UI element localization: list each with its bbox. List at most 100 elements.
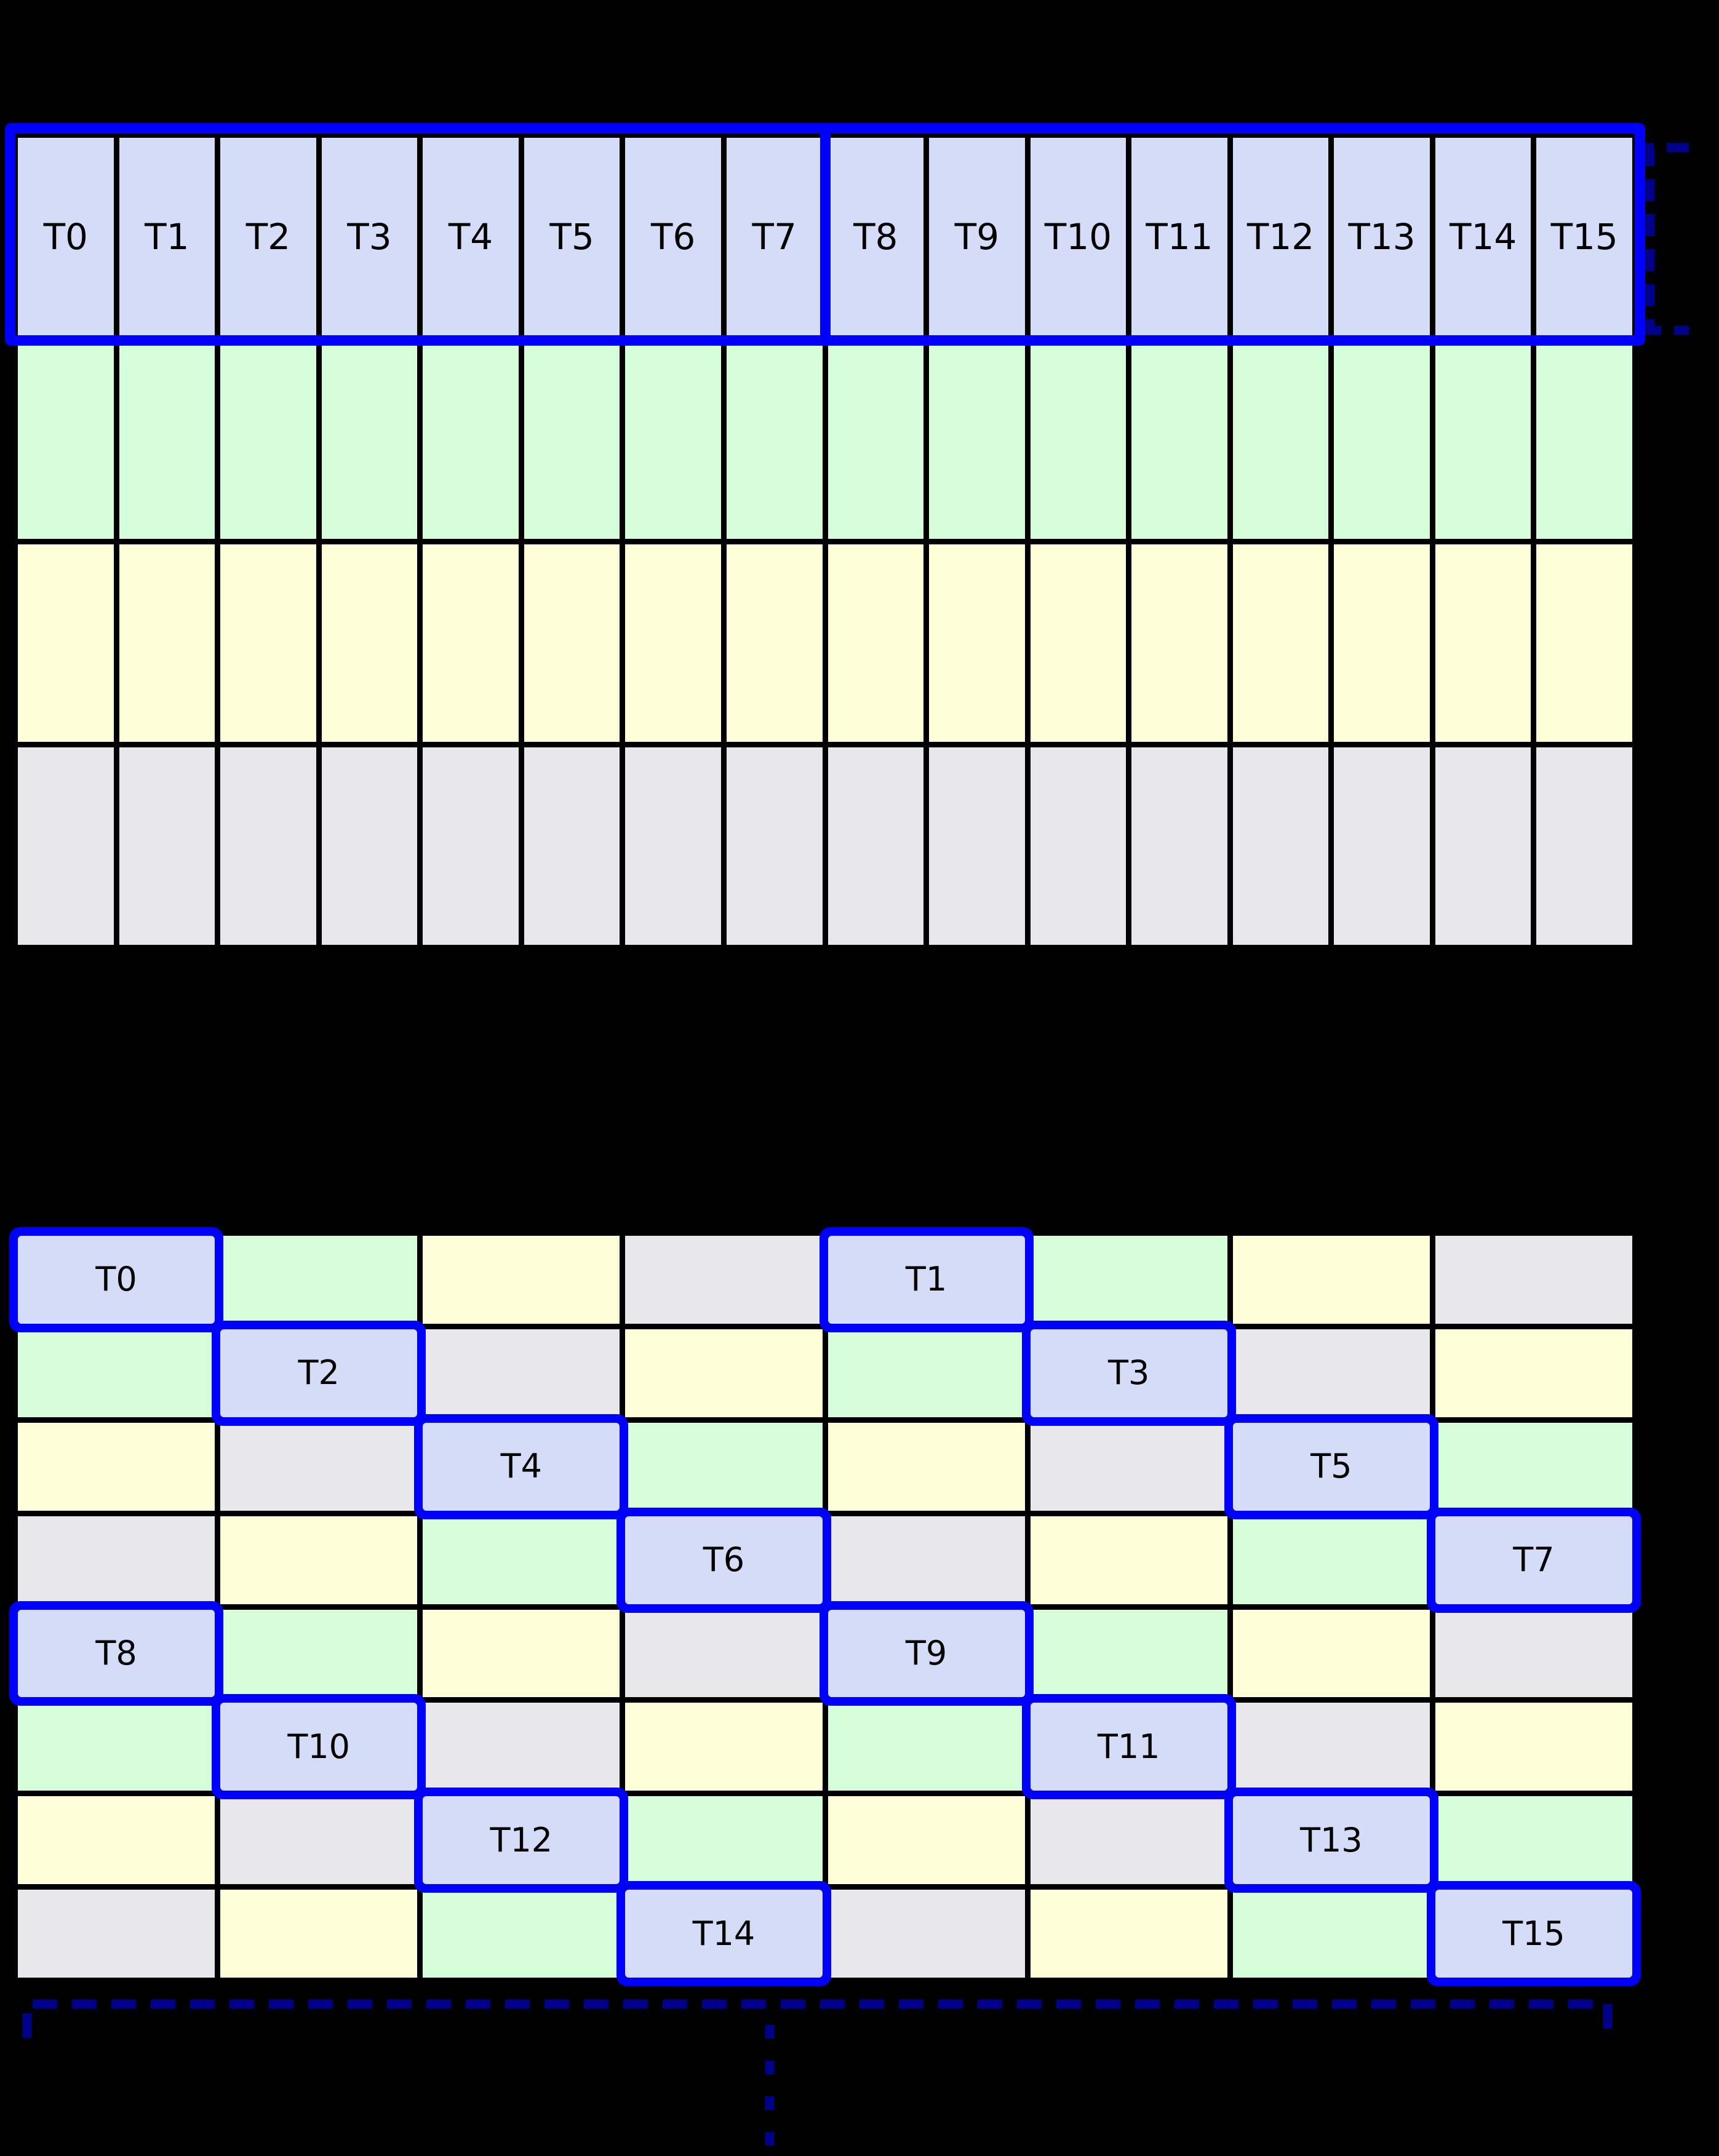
memory-cell [1334, 544, 1430, 742]
bank-cell [625, 1329, 823, 1417]
memory-cell [828, 341, 924, 539]
memory-cell [524, 341, 620, 539]
bank-cell [828, 1516, 1025, 1604]
bank-cell [1232, 1703, 1430, 1791]
bank-cell [625, 1236, 823, 1324]
memory-cell [423, 341, 519, 539]
thread-cell: T11 [1030, 1703, 1227, 1791]
bank-cell [1435, 1796, 1632, 1885]
bank-cell [625, 1422, 823, 1511]
thread-cell: T15 [1536, 138, 1632, 336]
bank-cell [423, 1329, 620, 1417]
bank-cell [1030, 1890, 1227, 1978]
bank-cell [625, 1796, 823, 1885]
bank-cell [423, 1236, 620, 1324]
thread-cell: T0 [18, 138, 114, 336]
memory-cell [1232, 747, 1329, 945]
thread-cell: T8 [18, 1609, 215, 1698]
thread-cell: T2 [220, 138, 316, 336]
shared-memory-grid: T0 T1 T2 T3 T4 T5 T6 T7 T8 T9 T10 T11 T12 T13 T14 T15 [12, 1230, 1638, 1983]
memory-cell [1536, 544, 1632, 742]
memory-cell [625, 544, 721, 742]
thread-cell: T10 [1030, 138, 1127, 336]
bank-cell [18, 1796, 215, 1885]
bank-cell [828, 1796, 1025, 1885]
thread-cell: T7 [726, 138, 823, 336]
bank-cell [1030, 1236, 1227, 1324]
thread-cell: T1 [119, 138, 215, 336]
thread-cell: T4 [423, 138, 519, 336]
thread-cell: T2 [220, 1329, 418, 1417]
memory-cell [1435, 341, 1531, 539]
bank-cell [1435, 1236, 1632, 1324]
bank-cell [423, 1609, 620, 1698]
memory-cell [1131, 544, 1227, 742]
memory-cell [929, 747, 1025, 945]
bank-cell [1232, 1609, 1430, 1698]
memory-cell [1030, 544, 1127, 742]
memory-cell [625, 747, 721, 945]
bank-cell [1435, 1609, 1632, 1698]
grid-width-bracket [22, 1999, 1613, 2038]
memory-cell [524, 544, 620, 742]
memory-cell [18, 341, 114, 539]
memory-cell [828, 747, 924, 945]
bank-cell [625, 1703, 823, 1791]
memory-cell [1536, 747, 1632, 945]
memory-cell [726, 544, 823, 742]
bank-cell [1030, 1796, 1227, 1885]
thread-cell: T0 [18, 1236, 215, 1324]
memory-cell [1536, 341, 1632, 539]
bank-cell [18, 1703, 215, 1791]
memory-cell [220, 341, 316, 539]
memory-cell [18, 747, 114, 945]
memory-cell [423, 544, 519, 742]
thread-cell: T12 [423, 1796, 620, 1885]
bank-cell [1030, 1609, 1227, 1698]
bank-cell [1232, 1516, 1430, 1604]
thread-cell: T14 [625, 1890, 823, 1978]
memory-cell [18, 544, 114, 742]
memory-cell [828, 544, 924, 742]
memory-cell [1131, 747, 1227, 945]
bank-cell [1030, 1516, 1227, 1604]
bank-cell [828, 1703, 1025, 1791]
memory-cell [726, 341, 823, 539]
bank-cell [220, 1890, 418, 1978]
thread-cell: T12 [1232, 138, 1329, 336]
bank-cell [423, 1890, 620, 1978]
bank-cell [423, 1516, 620, 1604]
thread-cell: T10 [220, 1703, 418, 1791]
memory-cell [220, 747, 316, 945]
thread-cell: T4 [423, 1422, 620, 1511]
bank-cell [220, 1796, 418, 1885]
thread-cell: T3 [321, 138, 418, 336]
memory-cell [524, 747, 620, 945]
thread-cell: T13 [1334, 138, 1430, 336]
memory-cell [929, 544, 1025, 742]
memory-cell [321, 747, 418, 945]
bank-cell [1232, 1890, 1430, 1978]
thread-cell: T13 [1232, 1796, 1430, 1885]
memory-cell [119, 544, 215, 742]
memory-cell [1232, 341, 1329, 539]
bank-cell [1232, 1236, 1430, 1324]
memory-cell [1030, 341, 1127, 539]
thread-cell: T1 [828, 1236, 1025, 1324]
bank-cell [18, 1422, 215, 1511]
thread-cell: T15 [1435, 1890, 1632, 1978]
thread-cell: T9 [929, 138, 1025, 336]
thread-cell: T6 [625, 138, 721, 336]
bank-cell [18, 1516, 215, 1604]
memory-cell [423, 747, 519, 945]
thread-cell: T5 [524, 138, 620, 336]
bank-cell [1435, 1703, 1632, 1791]
memory-cell [929, 341, 1025, 539]
bank-cell [1435, 1329, 1632, 1417]
memory-cell [220, 544, 316, 742]
memory-cell [625, 341, 721, 539]
thread-cell: T14 [1435, 138, 1531, 336]
thread-cell: T9 [828, 1609, 1025, 1698]
bank-cell [828, 1890, 1025, 1978]
